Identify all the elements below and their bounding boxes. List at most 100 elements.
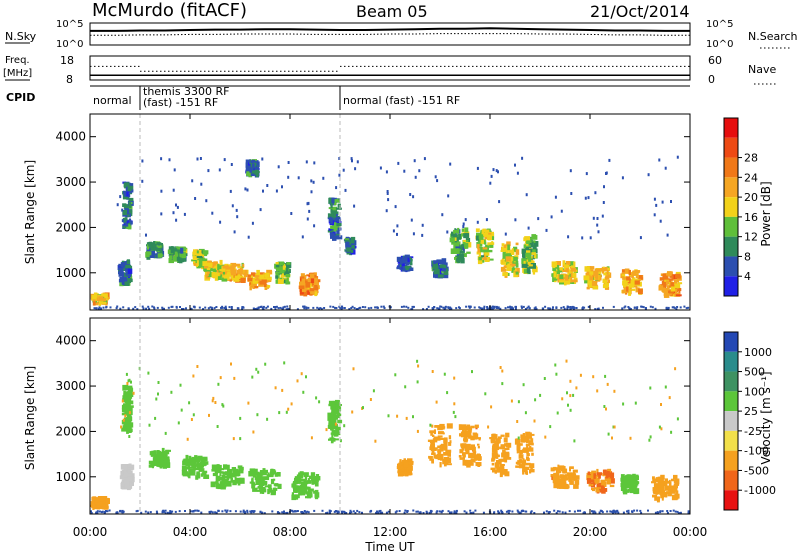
nave-label: Nave (748, 63, 776, 76)
power-colorbar-swatch-3 (724, 177, 738, 198)
power-patch-7 (221, 262, 249, 283)
cpid-panel: CPID normal themis 3300 RF(fast) -151 RF n… (6, 85, 690, 110)
power-colorbar-tick-4: 20 (744, 191, 758, 204)
velocity-patch-16 (620, 473, 640, 495)
power-ylabel: Slant Range [km] (23, 160, 37, 264)
power-patch-15 (431, 258, 449, 279)
power-patch-12 (327, 197, 343, 241)
power-patch-20 (551, 260, 578, 286)
power-patch-11 (245, 159, 260, 178)
noise-right-label: N.Search (748, 30, 798, 43)
power-colorbar-swatch-5 (724, 216, 738, 237)
noise-right-tick-bottom: 10^0 (706, 39, 733, 50)
noise-series-1 (90, 33, 690, 36)
power-patch-1 (117, 259, 133, 287)
velocity-yticks-label-0: 1000 (55, 470, 86, 484)
power-patch-8 (247, 269, 273, 291)
time-axis: 00:00 04:00 08:00 12:00 16:00 20:00 00:00 (73, 114, 708, 539)
noise-panel: N.Sky 10^5 10^0 10^5 10^0 N.Search (5, 19, 798, 50)
power-yticks-label-3: 4000 (55, 130, 86, 144)
cpid-segment-1-line-1: (fast) -151 RF (143, 96, 218, 109)
power-colorbar-swatch-7 (724, 256, 738, 277)
velocity-patch-7 (291, 471, 321, 501)
velocity-colorbar-tick-2: 100 (744, 385, 765, 398)
power-patch-21 (583, 266, 612, 290)
velocity-colorbar-tick-4: -25 (744, 425, 762, 438)
velocity-colorbar-swatch-2 (724, 371, 738, 392)
xaxis-tick-6: 00:00 (673, 525, 708, 539)
power-yticks-label-0: 1000 (55, 266, 86, 280)
velocity-patch-10 (427, 423, 453, 468)
cpid-segment-1-line-0: themis 3300 RF (143, 85, 230, 98)
velocity-patch-15 (586, 468, 615, 494)
power-patch-18 (500, 241, 520, 278)
velocity-ylabel: Slant Range [km] (23, 366, 37, 470)
velocity-colorbar-tick-7: -1000 (744, 484, 776, 497)
power-colorbar-tick-0: 4 (744, 270, 751, 283)
power-patch-0 (90, 292, 110, 306)
power-colorbar-tick-1: 8 (744, 250, 751, 263)
velocity-patch-1 (119, 463, 135, 491)
noise-frame (89, 22, 691, 46)
velocity-patch-8 (327, 399, 343, 444)
power-patch-3 (145, 241, 165, 260)
xaxis-label: Time UT (364, 540, 415, 554)
velocity-colorbar-swatch-4 (724, 411, 738, 431)
power-colorbar-swatch-0 (724, 118, 738, 138)
velocity-patch-3 (148, 447, 171, 469)
power-colorbar-tick-3: 16 (744, 211, 758, 224)
velocity-yticks-label-2: 3000 (55, 379, 86, 393)
velocity-patch-12 (489, 432, 512, 478)
power-patch-19 (521, 234, 539, 275)
velocity-colorbar-swatch-3 (724, 391, 738, 412)
noise-right-tick-top: 10^5 (706, 19, 733, 30)
date-title: 21/Oct/2014 (590, 2, 690, 21)
velocity-patch-17 (651, 474, 680, 503)
cpid-label: CPID (6, 91, 35, 104)
velocity-colorbar-swatch-1 (724, 351, 738, 372)
power-yticks-label-2: 3000 (55, 175, 86, 189)
velocity-colorbar-swatch-0 (724, 332, 738, 352)
power-colorbar-swatch-4 (724, 197, 738, 217)
power-patch-13 (343, 236, 357, 256)
velocity-colorbar-label: Velocity [m s⁻¹] (759, 371, 773, 464)
velocity-patch-14 (550, 464, 580, 490)
power-colorbar-label: Power [dB] (759, 181, 773, 246)
velocity-patch-4 (181, 454, 210, 480)
power-panel: 1000 2000 3000 4000 Slant Range [km] 4 8 12 16… (23, 113, 773, 311)
power-colorbar-swatch-8 (724, 276, 738, 296)
power-patch-4 (167, 246, 188, 264)
cpid-segment-2-line-0: normal (fast) -151 RF (343, 94, 460, 107)
beam-title: Beam 05 (356, 2, 428, 21)
velocity-colorbar-tick-0: 1000 (744, 346, 772, 359)
power-colorbar-tick-6: 28 (744, 152, 758, 165)
power-patch-22 (620, 268, 644, 296)
velocity-patch-5 (210, 464, 245, 490)
noise-left-tick-top: 10^5 (56, 19, 83, 30)
noise-left-label: N.Sky (5, 30, 37, 43)
power-yticks-label-1: 2000 (55, 220, 86, 234)
freq-panel: Freq. [MHz] 18 8 60 0 Nave (3, 54, 778, 86)
power-colorbar-tick-5: 24 (744, 171, 758, 184)
velocity-yticks-label-1: 2000 (55, 424, 86, 438)
xaxis-tick-0: 00:00 (73, 525, 108, 539)
freq-tick-bottom: 8 (66, 73, 73, 86)
velocity-panel: 1000 2000 3000 4000 Slant Range [km] 1000 50… (23, 317, 776, 515)
velocity-patch-0 (90, 496, 110, 510)
velocity-patch-13 (514, 431, 535, 475)
velocity-colorbar-tick-6: -500 (744, 464, 769, 477)
power-patch-10 (298, 272, 321, 297)
power-colorbar-swatch-2 (724, 157, 738, 178)
freq-frame (89, 55, 691, 81)
velocity-colorbar-tick-5: -100 (744, 445, 769, 458)
power-patch-14 (396, 254, 414, 273)
velocity-patch-11 (458, 424, 482, 468)
velocity-colorbar-tick-1: 500 (744, 366, 765, 379)
velocity-patch-9 (396, 458, 414, 477)
freq-tick-top: 18 (60, 54, 74, 67)
xaxis-tick-3: 12:00 (373, 525, 408, 539)
station-title: McMurdo (fitACF) (92, 0, 247, 21)
velocity-colorbar-swatch-7 (724, 470, 738, 491)
cpid-segment-0-line-0: normal (93, 94, 132, 107)
